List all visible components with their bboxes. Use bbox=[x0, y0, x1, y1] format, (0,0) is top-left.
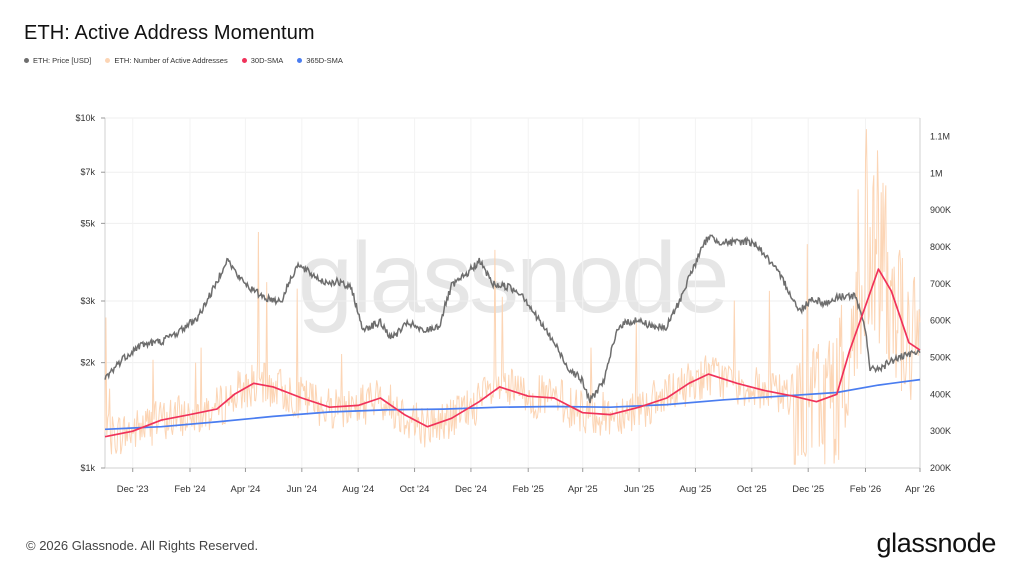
watermark: glassnode bbox=[298, 222, 727, 334]
active-addresses-line bbox=[104, 129, 921, 465]
legend-item-active-addresses[interactable]: ETH: Number of Active Addresses bbox=[105, 56, 228, 65]
y-right-tick-label: 300K bbox=[930, 426, 951, 436]
active-addresses-series bbox=[104, 129, 921, 465]
x-tick-label: Dec '25 bbox=[792, 484, 824, 495]
y-left-tick-label: $3k bbox=[80, 296, 95, 306]
price-line bbox=[104, 234, 921, 404]
sma-30d-line bbox=[104, 268, 921, 438]
legend-dot-365d-sma bbox=[297, 58, 303, 63]
y-left-tick-label: $5k bbox=[80, 218, 95, 228]
legend-dot-30d-sma bbox=[241, 58, 247, 63]
x-tick-label: Oct '25 bbox=[737, 484, 767, 495]
legend-item-30d-sma[interactable]: 30D-SMA bbox=[241, 56, 284, 65]
legend: ETH: Price [USD] ETH: Number of Active A… bbox=[24, 56, 343, 65]
brand-logo: glassnode bbox=[876, 528, 997, 558]
chart-title: ETH: Active Address Momentum bbox=[24, 22, 315, 44]
y-right-tick-label: 200K bbox=[930, 463, 951, 473]
y-right-tick-label: 900K bbox=[930, 205, 951, 215]
x-tick-label: Jun '24 bbox=[287, 484, 317, 495]
legend-dot-price bbox=[24, 58, 29, 63]
y-right-tick-label: 1.1M bbox=[930, 131, 950, 141]
y-left-tick-label: $10k bbox=[75, 113, 95, 123]
legend-label-365d-sma: 365D-SMA bbox=[306, 56, 343, 65]
x-tick-label: Aug '25 bbox=[679, 484, 711, 495]
legend-dot-active-addresses bbox=[105, 58, 111, 63]
x-tick-label: Aug '24 bbox=[342, 484, 374, 495]
x-tick-label: Feb '26 bbox=[850, 484, 881, 495]
x-tick-label: Dec '24 bbox=[455, 484, 487, 495]
x-tick-label: Jun '25 bbox=[624, 484, 654, 495]
legend-label-30d-sma: 30D-SMA bbox=[250, 56, 284, 65]
sma-365d-line bbox=[104, 378, 921, 431]
x-tick-label: Oct '24 bbox=[400, 484, 430, 495]
legend-label-active-addresses: ETH: Number of Active Addresses bbox=[114, 56, 228, 65]
legend-item-price[interactable]: ETH: Price [USD] bbox=[24, 56, 91, 65]
x-tick-label: Feb '24 bbox=[174, 484, 205, 495]
y-left-tick-label: $2k bbox=[80, 358, 95, 368]
y-left-tick-label: $1k bbox=[80, 463, 95, 473]
x-tick-label: Apr '26 bbox=[905, 484, 935, 495]
x-tick-label: Apr '24 bbox=[231, 484, 261, 495]
line-series bbox=[104, 234, 921, 438]
y-right-tick-label: 800K bbox=[930, 242, 951, 252]
y-right-tick-label: 700K bbox=[930, 279, 951, 289]
y-right-tick-label: 600K bbox=[930, 316, 951, 326]
y-left-tick-label: $7k bbox=[80, 167, 95, 177]
x-tick-label: Feb '25 bbox=[513, 484, 544, 495]
x-tick-label: Apr '25 bbox=[568, 484, 598, 495]
x-tick-label: Dec '23 bbox=[117, 484, 149, 495]
copyright-footer: © 2026 Glassnode. All Rights Reserved. bbox=[26, 538, 259, 553]
legend-label-price: ETH: Price [USD] bbox=[33, 56, 92, 65]
y-right-tick-label: 1M bbox=[930, 168, 943, 178]
y-right-tick-label: 500K bbox=[930, 352, 951, 362]
legend-item-365d-sma[interactable]: 365D-SMA bbox=[297, 56, 343, 65]
y-right-tick-label: 400K bbox=[930, 389, 951, 399]
